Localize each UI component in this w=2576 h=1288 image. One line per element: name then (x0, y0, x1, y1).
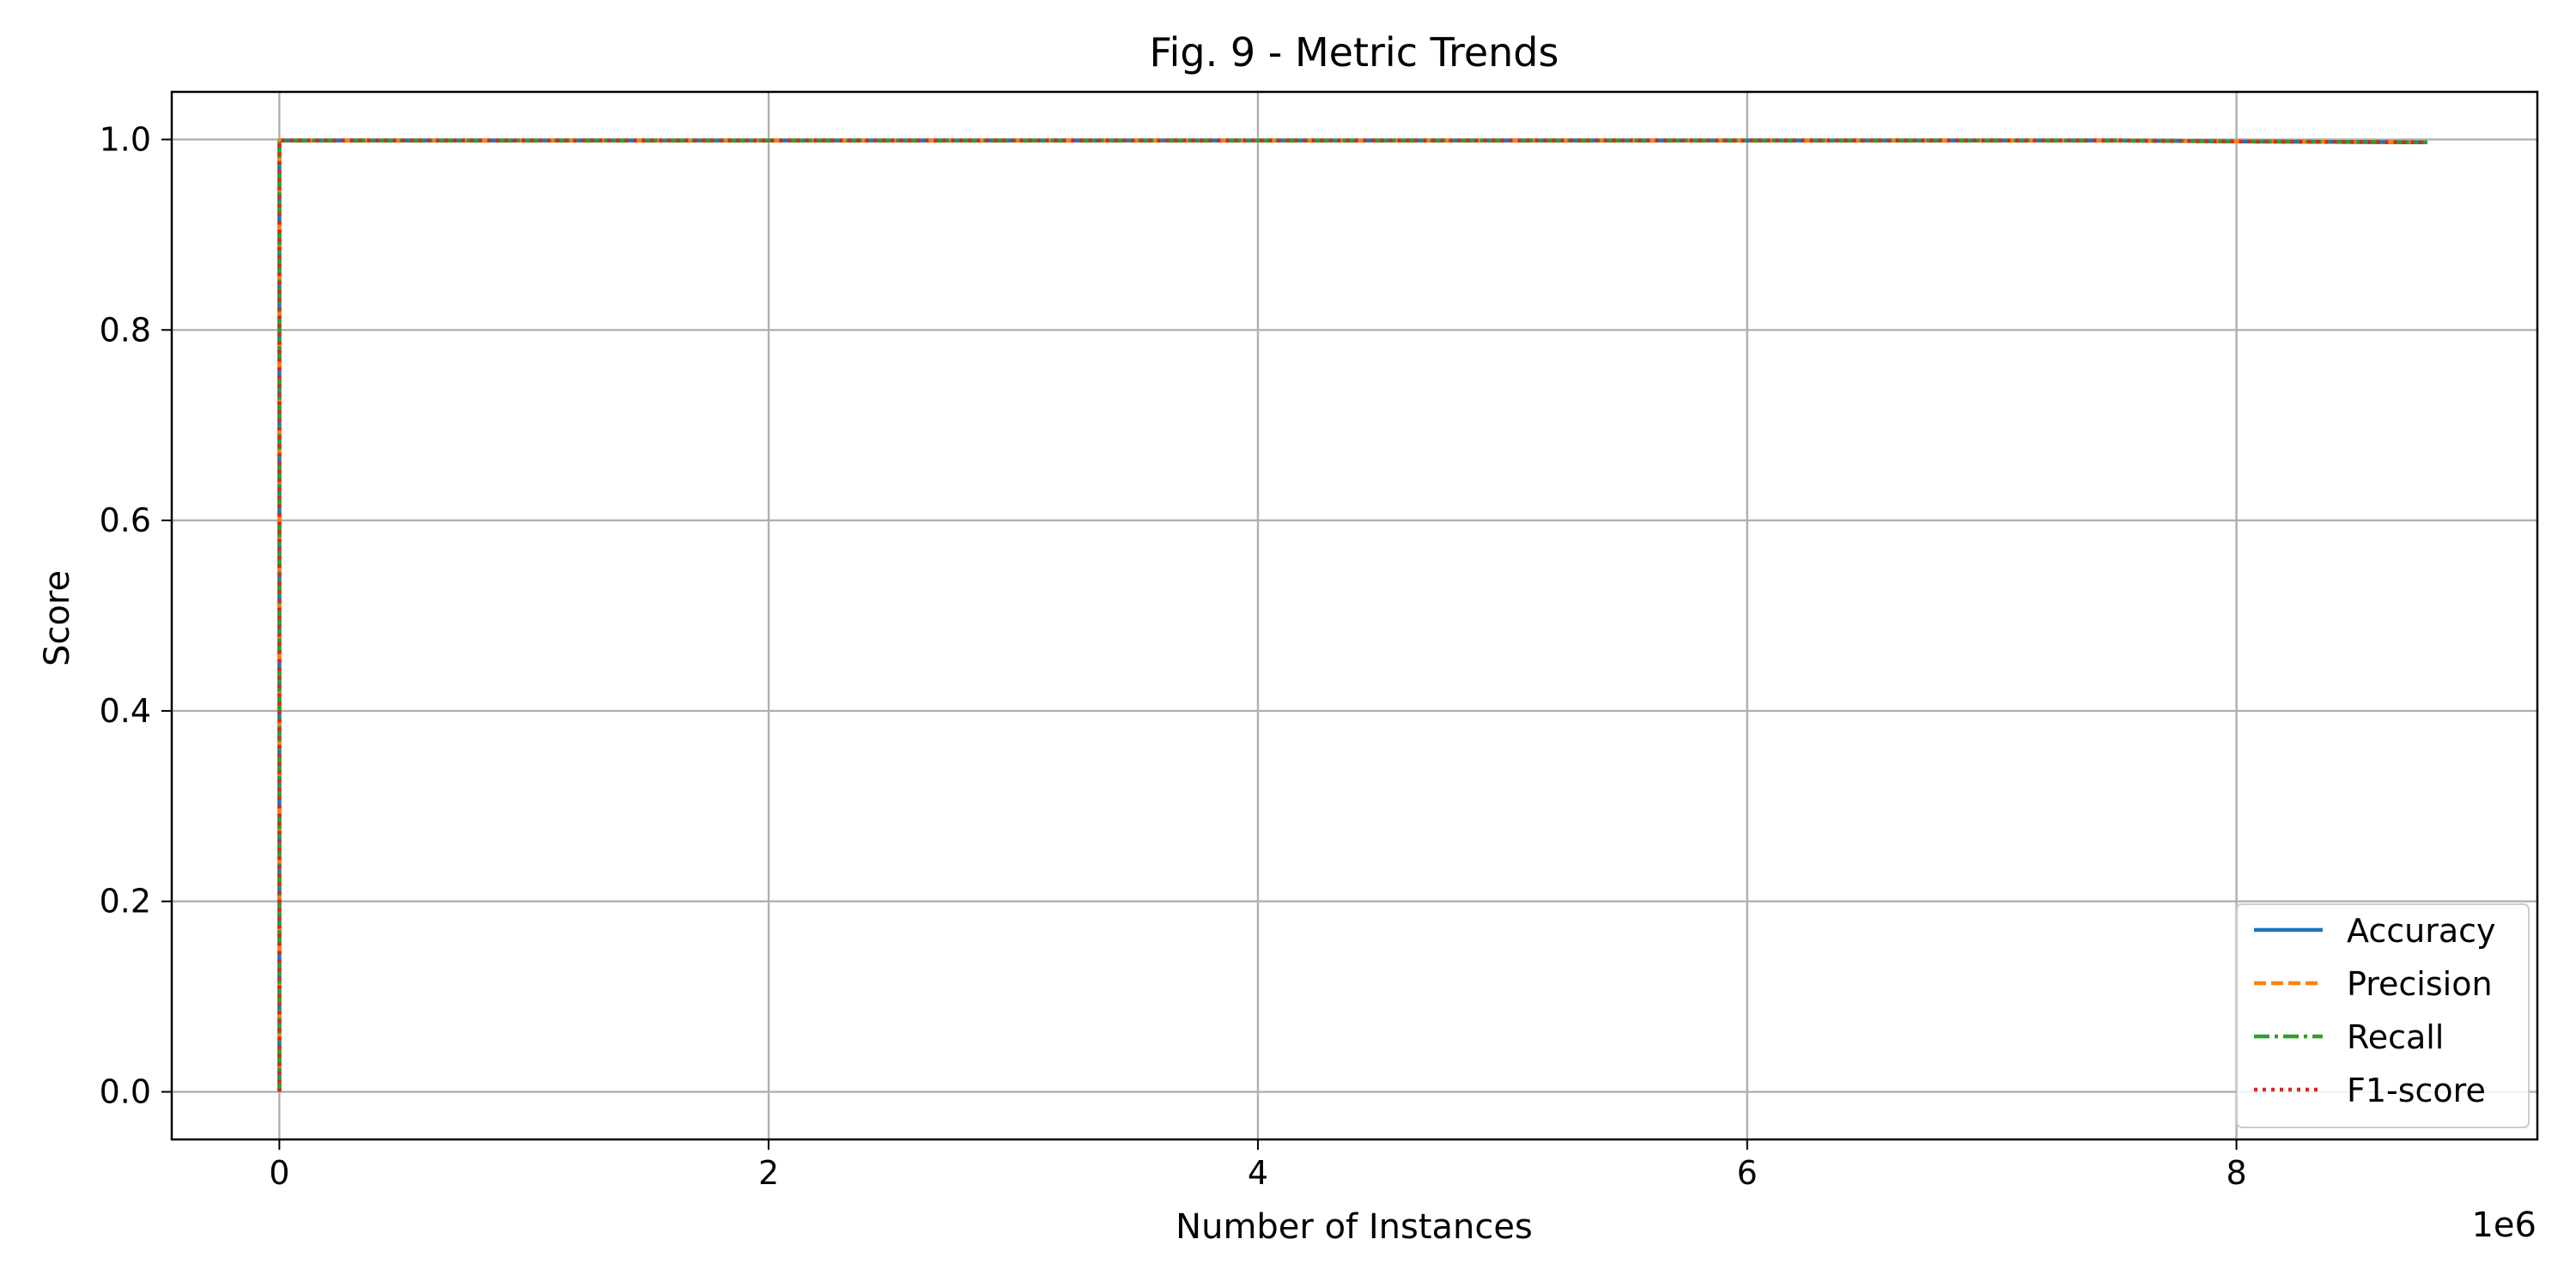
legend-entry-label: Recall (2347, 1018, 2444, 1056)
tick-layer: 0 2 4 6 8 0.0 0.2 0.4 0.6 0.8 1.0 (100, 120, 2247, 1192)
y-tick-label: 1.0 (100, 120, 151, 158)
legend: Accuracy Precision Recall F1-score (2236, 903, 2530, 1128)
y-tick-label: 0.2 (100, 883, 151, 920)
plot-frame (170, 90, 2539, 1141)
y-tick-label: 0.8 (100, 311, 151, 349)
series-line-f1-score (277, 138, 2427, 1092)
x-tick-label: 2 (758, 1154, 779, 1192)
legend-entry-label: F1-score (2347, 1072, 2486, 1109)
y-tick-label: 0.4 (100, 692, 151, 730)
y-tick-label: 0.0 (100, 1073, 151, 1111)
series-layer (277, 138, 2427, 1092)
x-tick-label: 8 (2226, 1154, 2246, 1192)
legend-entry-label: Accuracy (2347, 912, 2496, 950)
chart-title: Fig. 9 - Metric Trends (1150, 29, 1559, 76)
x-tick-label: 4 (1248, 1154, 1268, 1192)
y-axis-label: Score (38, 570, 77, 666)
legend-box (2236, 903, 2530, 1128)
x-tick-label: 0 (269, 1154, 289, 1192)
y-tick-label: 0.6 (100, 501, 151, 539)
x-axis-label: Number of Instances (1176, 1207, 1533, 1247)
legend-entry-label: Precision (2347, 965, 2493, 1003)
x-axis-offset-label: 1e6 (2471, 1206, 2537, 1245)
x-tick-label: 6 (1737, 1154, 1758, 1192)
